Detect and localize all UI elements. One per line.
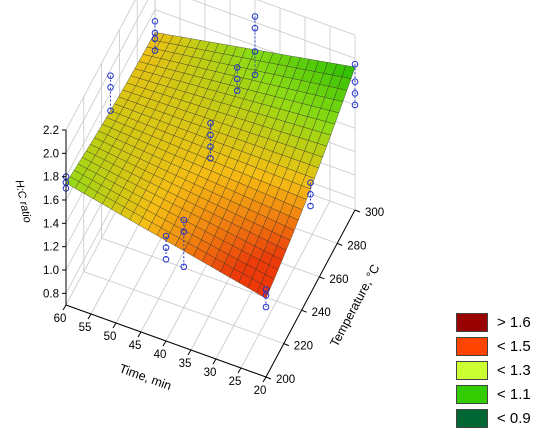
legend-swatch	[456, 408, 488, 428]
legend-label: < 1.5	[497, 337, 531, 355]
y-tick-label: 260	[329, 274, 348, 286]
z-tick-label: 1.4	[43, 218, 60, 230]
observation-point	[351, 90, 359, 97]
z-tick-label: 1.6	[43, 195, 59, 207]
tick-labels: 20 25 30 35 40 45 50 55 60 200 220 240 260 280 300 0.8 1…	[43, 125, 384, 397]
y-tick-label: 300	[365, 207, 384, 219]
legend-label: < 1.3	[497, 361, 531, 379]
observation-point	[251, 13, 259, 20]
legend-label: < 1.1	[497, 385, 531, 403]
y-tick-label: 220	[294, 341, 313, 353]
observation-point	[207, 120, 214, 127]
observation-point	[107, 72, 114, 79]
x-tick-label: 25	[229, 376, 242, 388]
legend-item: < 1.3	[456, 358, 550, 382]
x-tick-mark	[87, 313, 92, 320]
grid-line	[65, 0, 136, 131]
x-tick-mark	[237, 367, 242, 374]
y-tick-mark	[337, 242, 343, 246]
x-tick-label: 50	[104, 331, 117, 343]
observation-point	[351, 78, 359, 85]
x-tick-label: 20	[254, 385, 267, 397]
z-axis-label: H:C ratio	[13, 179, 34, 224]
observation-point	[151, 47, 159, 54]
y-tick-label: 280	[347, 240, 366, 252]
z-tick-label: 1.8	[43, 172, 59, 184]
z-tick-label: 2.2	[43, 125, 59, 137]
x-tick-mark	[62, 304, 67, 311]
x-tick-mark	[137, 331, 142, 338]
legend-swatch	[456, 360, 488, 380]
legend-item: < 1.5	[456, 334, 550, 358]
observation-point	[162, 256, 170, 263]
x-tick-mark	[212, 358, 217, 365]
y-tick-mark	[319, 276, 325, 280]
z-tick-label: 0.8	[43, 288, 59, 300]
y-tick-label: 240	[312, 307, 331, 319]
observation-point	[180, 216, 188, 224]
x-tick-mark	[112, 322, 117, 329]
z-tick-label: 1.0	[43, 265, 59, 277]
observation-point	[162, 244, 170, 251]
observation-point	[307, 191, 314, 198]
legend-swatch	[456, 384, 488, 404]
y-tick-mark	[265, 376, 272, 380]
observation-point	[307, 179, 314, 186]
observation-point	[233, 75, 241, 83]
y-tick-mark	[354, 209, 361, 213]
legend-swatch	[456, 312, 488, 332]
y-axis-line	[265, 209, 356, 378]
observation-point	[107, 107, 114, 114]
x-axis-label: Time, min	[117, 361, 173, 393]
grid-line	[240, 200, 331, 369]
legend-item: < 1.1	[456, 382, 550, 406]
observation-point	[107, 84, 114, 91]
observation-point	[351, 60, 359, 68]
observation-point	[307, 202, 314, 210]
observation-point	[162, 232, 170, 240]
z-tick-label: 1.2	[43, 242, 59, 254]
observation-point	[262, 303, 270, 311]
x-tick-mark	[162, 340, 167, 347]
x-tick-label: 60	[54, 313, 67, 325]
legend: > 1.6 < 1.5 < 1.3 < 1.1 < 0.9	[456, 310, 550, 430]
x-tick-label: 30	[204, 367, 217, 379]
x-tick-mark	[187, 349, 192, 356]
grid-line	[256, 0, 356, 36]
observation-point	[207, 155, 214, 162]
observation-point	[207, 131, 214, 139]
y-tick-mark	[283, 343, 289, 347]
observation-point	[180, 228, 188, 236]
observation-point	[251, 24, 259, 32]
legend-swatch	[456, 336, 488, 356]
observation-point	[233, 87, 241, 95]
x-tick-label: 35	[179, 358, 192, 370]
x-tick-label: 45	[129, 340, 142, 352]
grid-line	[83, 271, 284, 344]
observation-point	[233, 64, 241, 71]
observation-point	[151, 29, 159, 37]
z-tick-label: 2.0	[43, 148, 59, 160]
observation-point	[207, 143, 214, 150]
legend-item: < 0.9	[456, 406, 550, 430]
y-tick-label: 200	[276, 374, 295, 386]
observation-point	[251, 48, 259, 55]
observation-point	[351, 101, 359, 109]
grid-line	[65, 0, 149, 154]
y-tick-mark	[301, 309, 307, 313]
x-tick-label: 40	[154, 349, 167, 361]
legend-item: > 1.6	[456, 310, 550, 334]
x-tick-mark	[262, 376, 267, 383]
x-tick-label: 55	[79, 322, 92, 334]
observation-point	[180, 263, 188, 271]
legend-label: > 1.6	[497, 313, 531, 331]
legend-label: < 0.9	[497, 409, 531, 427]
observation-point	[151, 18, 159, 25]
response-surface	[65, 32, 356, 299]
grid-line	[101, 237, 302, 311]
observation-point	[262, 286, 270, 293]
observation-point	[251, 71, 259, 79]
